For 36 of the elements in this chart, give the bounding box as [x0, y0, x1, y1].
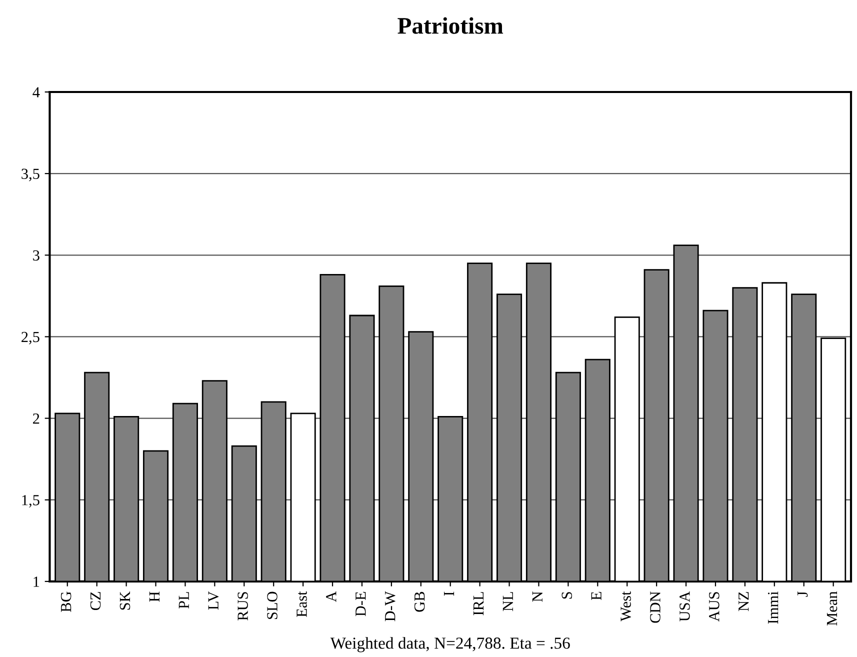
- x-tick-label: H: [149, 592, 160, 602]
- chart-title: Patriotism: [398, 17, 504, 34]
- x-tick-label: N: [532, 592, 542, 602]
- x-tick-label: S: [562, 592, 572, 599]
- x-tick-label: NZ: [738, 592, 749, 612]
- x-tick-label: Immi: [768, 591, 778, 624]
- x-tick-label: AUS: [709, 592, 720, 622]
- x-tick-label: D-W: [385, 591, 396, 622]
- x-tick-label: IRL: [473, 592, 484, 616]
- x-tick-label: CZ: [90, 592, 101, 610]
- x-tick-label: East: [296, 591, 307, 618]
- y-tick-label: 2: [33, 413, 40, 424]
- x-tick-label: D-E: [356, 592, 366, 616]
- x-tick-label: RUS: [238, 592, 248, 620]
- x-tick-label: West: [620, 591, 632, 622]
- y-tick-label: 1,5: [22, 495, 40, 508]
- x-tick-label: LV: [208, 591, 219, 610]
- x-tick-label: I: [444, 592, 454, 596]
- x-tick-label: SK: [120, 591, 130, 610]
- y-tick-label: 2,5: [22, 332, 40, 344]
- x-tick-label: NL: [502, 592, 513, 612]
- x-tick-label: USA: [680, 591, 690, 622]
- x-tick-label: Mean: [826, 591, 838, 626]
- y-tick-label: 1: [34, 576, 40, 587]
- x-tick-label: PL: [178, 592, 189, 609]
- y-tick-label: 3: [33, 250, 40, 261]
- x-axis-title: Weighted data, N=24,788. Eta = .56: [330, 637, 570, 652]
- x-tick-label: BG: [60, 592, 72, 612]
- y-tick-label: 3,5: [22, 168, 40, 182]
- x-tick-label: A: [326, 591, 336, 602]
- x-tick-label: GB: [414, 592, 425, 612]
- x-tick-label: SLO: [267, 592, 278, 620]
- x-tick-label: E: [591, 592, 602, 600]
- x-tick-label: J: [798, 591, 808, 597]
- y-tick-label: 4: [32, 87, 40, 98]
- x-tick-label: CDN: [650, 592, 660, 623]
